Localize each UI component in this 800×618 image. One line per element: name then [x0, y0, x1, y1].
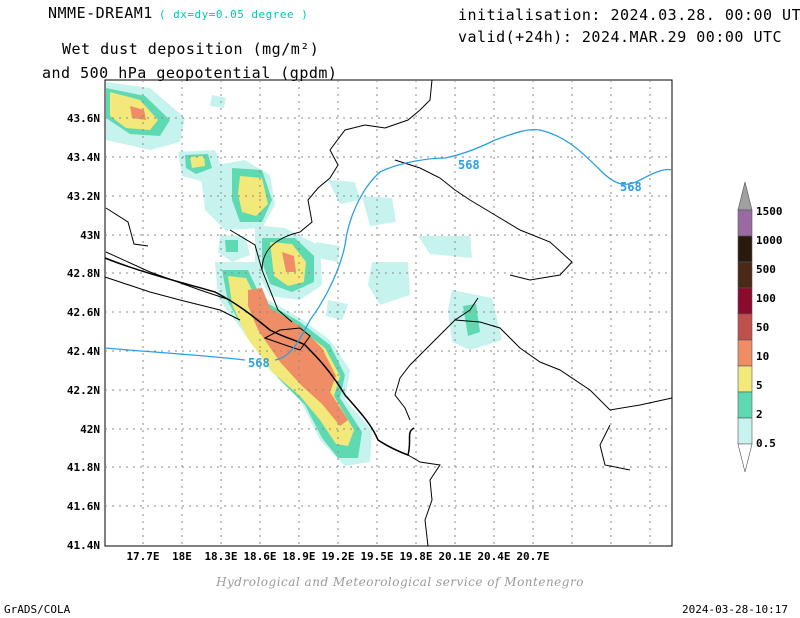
- lon-tick-label: 18E: [172, 550, 192, 563]
- lon-tick-label: 18.6E: [243, 550, 276, 563]
- legend-top-cap: [737, 181, 753, 211]
- contour-label: 568: [620, 180, 642, 194]
- legend-swatch: [737, 417, 753, 445]
- lat-tick-label: 42.4N: [67, 345, 100, 358]
- variable-title: Wet dust deposition (mg/m²): [62, 40, 320, 58]
- lon-tick-label: 19.2E: [321, 550, 354, 563]
- map-frame: [104, 79, 673, 547]
- lat-tick-label: 41.8N: [67, 461, 100, 474]
- legend-swatch: [737, 339, 753, 367]
- color-legend: [737, 181, 753, 473]
- legend-label: 10: [756, 350, 769, 363]
- legend-swatch: [737, 287, 753, 315]
- lon-tick-label: 19.5E: [360, 550, 393, 563]
- legend-label: 2: [756, 408, 763, 421]
- software-label: GrADS/COLA: [4, 603, 71, 616]
- timestamp-label: 2024-03-28-10:17: [682, 603, 788, 616]
- legend-swatch: [737, 313, 753, 341]
- lon-tick-label: 17.7E: [126, 550, 159, 563]
- dust-deposition-field: [106, 82, 502, 466]
- credit-text: Hydrological and Meteorological service …: [216, 575, 584, 589]
- contour-label: 568: [458, 158, 480, 172]
- contour-label: 568: [248, 356, 270, 370]
- initialisation-time: initialisation: 2024.03.28. 00:00 UTC: [458, 6, 800, 24]
- legend-label: 100: [756, 292, 776, 305]
- legend-swatch: [737, 235, 753, 263]
- lon-tick-label: 20.1E: [438, 550, 471, 563]
- lat-tick-label: 42.6N: [67, 306, 100, 319]
- lat-tick-label: 42.8N: [67, 267, 100, 280]
- legend-label: 1000: [756, 234, 783, 247]
- legend-label: 50: [756, 321, 769, 334]
- variable-subtitle: and 500 hPa geopotential (gpdm): [42, 64, 338, 82]
- model-name: NMME-DREAM1: [48, 4, 153, 22]
- lat-tick-label: 41.4N: [67, 539, 100, 552]
- legend-swatch: [737, 261, 753, 289]
- lat-tick-label: 43.6N: [67, 112, 100, 125]
- legend-swatch: [737, 209, 753, 237]
- lat-tick-label: 42N: [80, 423, 100, 436]
- geopotential-contour-568: [104, 129, 673, 361]
- lon-tick-label: 20.7E: [516, 550, 549, 563]
- lat-tick-label: 43.2N: [67, 190, 100, 203]
- legend-swatch: [737, 365, 753, 393]
- lon-tick-label: 18.9E: [282, 550, 315, 563]
- valid-time: valid(+24h): 2024.MAR.29 00:00 UTC: [458, 28, 783, 46]
- lon-tick-label: 19.8E: [399, 550, 432, 563]
- model-resolution: ( dx=dy=0.05 degree ): [158, 8, 309, 21]
- graticule: [105, 80, 672, 546]
- lat-tick-label: 42.2N: [67, 384, 100, 397]
- model-title: NMME-DREAM1 ( dx=dy=0.05 degree ): [48, 4, 308, 22]
- legend-bottom-cap: [737, 443, 753, 473]
- legend-label: 0.5: [756, 437, 776, 450]
- legend-label: 5: [756, 379, 763, 392]
- lon-tick-label: 20.4E: [477, 550, 510, 563]
- borders-and-coastline: [104, 79, 673, 547]
- legend-swatch: [737, 391, 753, 419]
- legend-label: 1500: [756, 205, 783, 218]
- lat-tick-label: 41.6N: [67, 500, 100, 513]
- legend-label: 500: [756, 263, 776, 276]
- lat-tick-label: 43N: [80, 229, 100, 242]
- lat-tick-label: 43.4N: [67, 151, 100, 164]
- lon-tick-label: 18.3E: [204, 550, 237, 563]
